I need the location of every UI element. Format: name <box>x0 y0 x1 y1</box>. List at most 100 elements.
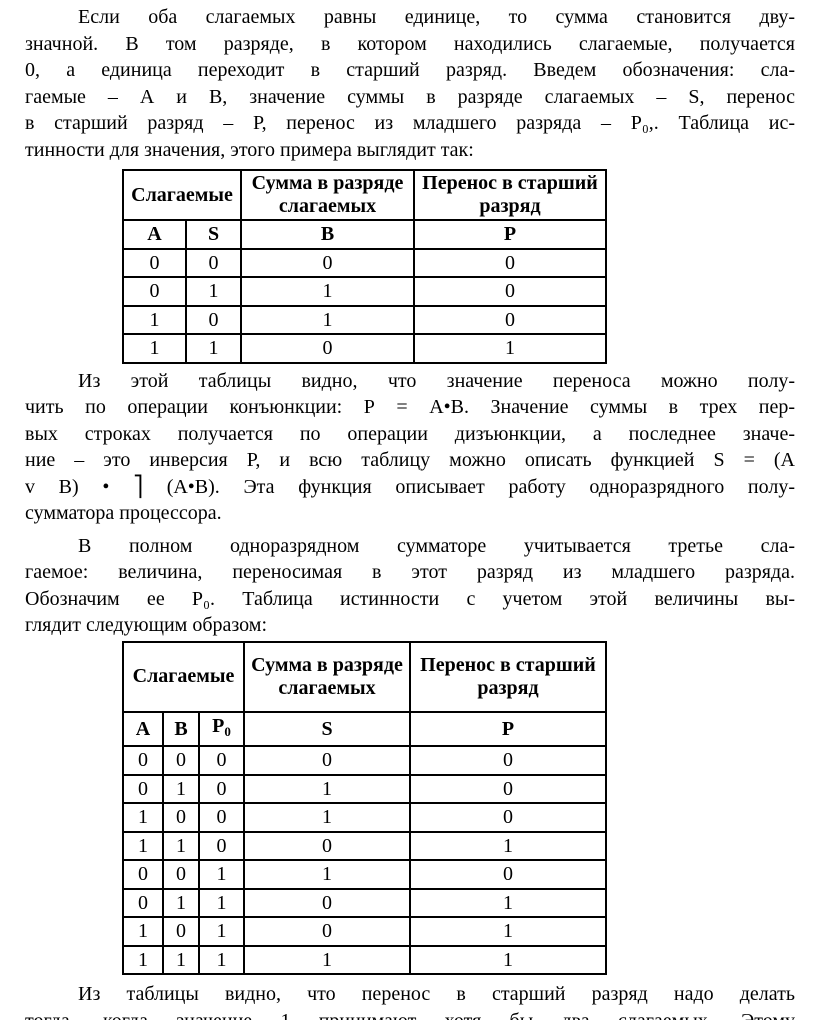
truth-value-cell: 1 <box>162 830 200 861</box>
truth-value-cell: 1 <box>409 916 607 947</box>
truth-value-cell: 1 <box>185 333 242 364</box>
column-group-header: Сумма в разряде слагаемых <box>243 640 411 713</box>
column-group-header: Слагаемые <box>122 169 242 221</box>
truth-value-cell: 0 <box>243 830 411 861</box>
text-line: в старший разряд – Р, перенос из младшег… <box>25 112 795 134</box>
column-header: A <box>122 710 164 747</box>
truth-value-cell: 1 <box>162 773 200 804</box>
truth-value-cell: 1 <box>122 916 164 947</box>
text-line: тинности для значения, этого примера выг… <box>25 138 474 161</box>
table-row: Слагаемые Сумма в разряде слагаемых Пере… <box>122 169 607 221</box>
subscript-zero: 0 <box>224 723 231 739</box>
truth-value-cell: 0 <box>198 745 245 776</box>
truth-value-cell: 1 <box>243 859 411 890</box>
truth-value-cell: 0 <box>162 916 200 947</box>
truth-value-cell: 0 <box>185 304 242 335</box>
column-header: S <box>185 219 242 250</box>
text-line: значной. В том разряде, в котором находи… <box>25 32 795 55</box>
page-text-column: Если оба слагаемых равны единице, то сум… <box>25 4 795 1020</box>
text-line: Обозначим ее Р₀. Таблица истинности с уч… <box>25 587 795 610</box>
truth-value-cell: 0 <box>413 304 607 335</box>
truth-value-cell: 0 <box>243 745 411 776</box>
text-line: v В) • ⎤ (А•В). Эта функция описывает ра… <box>25 475 795 498</box>
table-row: A S B P <box>122 219 607 250</box>
text-line: сумматора процессора. <box>25 502 222 524</box>
table-row: Слагаемые Сумма в разряде слагаемых Пере… <box>122 640 607 713</box>
column-header-p0: P0 <box>198 710 245 747</box>
truth-value-cell: 0 <box>409 745 607 776</box>
truth-value-cell: 0 <box>122 276 187 307</box>
truth-value-cell: 1 <box>198 916 245 947</box>
truth-value-cell: 1 <box>409 830 607 861</box>
truth-value-cell: 1 <box>240 276 415 307</box>
column-header: P <box>413 219 607 250</box>
truth-value-cell: 0 <box>122 745 164 776</box>
truth-value-cell: 0 <box>409 773 607 804</box>
truth-value-cell: 0 <box>122 247 187 278</box>
text-line: ние – это инверсия Р, и всю таблицу можн… <box>25 449 795 471</box>
text-line: Из таблицы видно, что перенос в старший … <box>78 983 795 1005</box>
text-line: тогда, когда значение 1 принимают хотя б… <box>25 1008 795 1020</box>
truth-value-cell: 0 <box>243 916 411 947</box>
text-line: Из этой таблицы видно, что значение пере… <box>78 369 795 392</box>
truth-value-cell: 0 <box>409 859 607 890</box>
full-adder-truth-table: Слагаемые Сумма в разряде слагаемых Пере… <box>122 640 607 976</box>
truth-value-cell: 0 <box>162 859 200 890</box>
truth-value-cell: 1 <box>162 944 200 975</box>
truth-value-cell: 1 <box>122 333 187 364</box>
text-line: чить по операции конъюнкции: Р = А•В. Зн… <box>25 396 795 418</box>
truth-value-cell: 0 <box>162 802 200 833</box>
column-header: S <box>243 710 411 747</box>
truth-value-cell: 1 <box>198 859 245 890</box>
truth-value-cell: 0 <box>185 247 242 278</box>
truth-value-cell: 1 <box>122 304 187 335</box>
truth-value-cell: 1 <box>243 802 411 833</box>
truth-value-cell: 0 <box>240 247 415 278</box>
truth-value-cell: 1 <box>122 830 164 861</box>
truth-value-cell: 1 <box>185 276 242 307</box>
paragraph-carry-formula: Из таблицы видно, что перенос в старший … <box>25 981 795 1020</box>
truth-value-cell: 0 <box>198 802 245 833</box>
half-adder-truth-table: Слагаемые Сумма в разряде слагаемых Пере… <box>122 169 607 364</box>
table-row: A B P0 S P <box>122 710 607 747</box>
truth-value-cell: 0 <box>198 830 245 861</box>
column-group-header: Сумма в разряде слагаемых <box>240 169 415 221</box>
truth-value-cell: 0 <box>409 802 607 833</box>
text-line: вых строках получается по операции дизъю… <box>25 422 795 445</box>
column-group-header: Перенос в старший разряд <box>413 169 607 221</box>
truth-value-cell: 0 <box>162 745 200 776</box>
truth-value-cell: 1 <box>409 887 607 918</box>
truth-value-cell: 0 <box>240 333 415 364</box>
column-header: P <box>212 714 225 737</box>
paragraph-full-adder: В полном одноразрядном сумматоре учитыва… <box>25 533 795 639</box>
truth-value-cell: 1 <box>198 944 245 975</box>
column-header: B <box>162 710 200 747</box>
truth-value-cell: 1 <box>409 944 607 975</box>
truth-value-cell: 0 <box>122 887 164 918</box>
text-line: 0, а единица переходит в старший разряд.… <box>25 59 795 81</box>
truth-value-cell: 1 <box>243 773 411 804</box>
truth-value-cell: 1 <box>122 802 164 833</box>
truth-value-cell: 0 <box>122 773 164 804</box>
text-line: гаемое: величина, переносимая в этот раз… <box>25 561 795 583</box>
column-header: P <box>409 710 607 747</box>
paragraph-half-adder: Из этой таблицы видно, что значение пере… <box>25 368 795 527</box>
text-line: В полном одноразрядном сумматоре учитыва… <box>78 534 795 557</box>
truth-value-cell: 0 <box>413 276 607 307</box>
text-line: Если оба слагаемых равны единице, то сум… <box>78 6 795 28</box>
column-group-header: Перенос в старший разряд <box>409 640 607 713</box>
truth-value-cell: 1 <box>162 887 200 918</box>
